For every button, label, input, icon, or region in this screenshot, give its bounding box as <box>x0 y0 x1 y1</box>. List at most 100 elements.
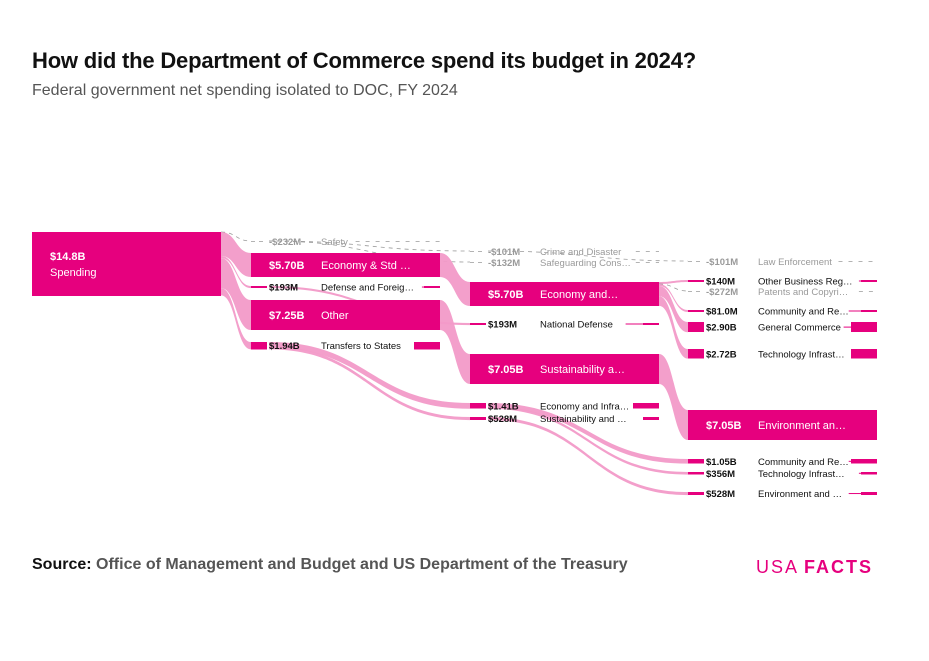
node-sust2: $7.05B Sustainability a… <box>470 354 659 384</box>
node-crime2: -$101M Crime and Disaster <box>470 247 659 258</box>
node-envan3: $7.05B Environment an… <box>688 410 877 440</box>
node-value-sust2: $7.05B <box>488 364 524 376</box>
node-community3b: $1.05B Community and Re… <box>688 457 877 468</box>
node-bar-end-community3 <box>861 310 877 312</box>
node-safeg2: -$132M Safeguarding Cons… <box>470 258 659 269</box>
node-bar-end-natdef2 <box>643 323 659 326</box>
node-bar-community3 <box>688 310 704 312</box>
node-label-sust2: Sustainability a… <box>540 364 625 376</box>
node-value-sustand2: $528M <box>488 414 517 425</box>
node-label-econ1: Economy & Std … <box>321 260 411 272</box>
node-defense1: $193M Defense and Foreig… <box>251 283 440 294</box>
node-value-other1: $7.25B <box>269 310 305 322</box>
node-value-spending: $14.8B <box>50 251 86 263</box>
logo-light-text: USA <box>756 557 799 577</box>
node-lawenf3: -$101M Law Enforcement <box>688 257 877 268</box>
usafacts-logo-mark: USA FACTS <box>756 557 873 577</box>
node-bar-end-envand3 <box>861 492 877 496</box>
node-value-community3: $81.0M <box>706 307 738 318</box>
node-value-defense1: $193M <box>269 283 298 294</box>
node-otherbiz3: $140M Other Business Reg… <box>688 277 877 288</box>
node-econinfra2: $1.41B Economy and Infra… <box>470 401 659 412</box>
node-value-safety: -$232M <box>269 237 301 248</box>
node-bar-sust2 <box>470 354 659 384</box>
node-econ2: $5.70B Economy and… <box>470 282 659 306</box>
flow-link-transfers1 <box>221 288 251 350</box>
flow-link-otherbiz3 <box>659 280 688 284</box>
node-bar-end-sustand2 <box>643 417 659 421</box>
flow-link-lawenf3 <box>487 250 689 262</box>
node-bar-envand3 <box>688 492 704 496</box>
node-bar-end-gencomm3 <box>851 322 877 333</box>
flow-link-sust2 <box>440 300 470 384</box>
node-bar-natdef2 <box>470 323 486 326</box>
node-safety: -$232M Safety <box>251 237 440 248</box>
node-techinfra3b: $356M Technology Infrast… <box>688 469 877 480</box>
node-bar-end-defense1 <box>424 286 440 289</box>
node-bar-econ1 <box>251 253 440 277</box>
node-bar-techinfra3b <box>688 472 704 475</box>
node-bar-defense1 <box>251 286 267 289</box>
node-label-safety: Safety <box>321 237 348 248</box>
node-value-envan3: $7.05B <box>706 420 742 432</box>
node-label-econinfra2: Economy and Infra… <box>540 401 629 412</box>
flow-link-gencomm3 <box>659 286 688 333</box>
node-label-spending: Spending <box>50 267 97 279</box>
node-label-patents3: Patents and Copyri… <box>758 287 848 298</box>
node-label-techinfra3: Technology Infrast… <box>758 349 845 360</box>
node-value-econ1: $5.70B <box>269 260 305 272</box>
flow-link-other1 <box>221 258 251 330</box>
node-label-lawenf3: Law Enforcement <box>758 257 832 268</box>
node-label-defense1: Defense and Foreig… <box>321 283 414 294</box>
node-bar-otherbiz3 <box>688 280 704 282</box>
node-label-otherbiz3: Other Business Reg… <box>758 277 853 288</box>
node-value-envand3: $528M <box>706 489 735 500</box>
node-bar-sustand2 <box>470 417 486 421</box>
sankey-nodes: $14.8B Spending -$232M Safety $5.70B Economy … <box>32 232 877 500</box>
node-bar-end-transfers1 <box>414 342 440 350</box>
node-bar-other1 <box>251 300 440 330</box>
source-label: Source: <box>32 556 92 573</box>
flow-link-techinfra3 <box>659 296 688 359</box>
chart-subtitle: Federal government net spending isolated… <box>32 82 458 99</box>
node-label-community3b: Community and Re… <box>758 457 849 468</box>
node-label-sustand2: Sustainability and … <box>540 414 627 425</box>
flow-link-envand3 <box>488 417 688 496</box>
flow-link-crime2 <box>268 240 471 252</box>
node-bar-end-community3b <box>851 459 877 464</box>
node-bar-transfers1 <box>251 342 267 350</box>
node-label-safeg2: Safeguarding Cons… <box>540 258 631 269</box>
node-value-safeg2: -$132M <box>488 258 520 269</box>
node-bar-end-techinfra3b <box>861 472 877 475</box>
node-value-gencomm3: $2.90B <box>706 323 737 334</box>
node-value-otherbiz3: $140M <box>706 277 735 288</box>
node-techinfra3: $2.72B Technology Infrast… <box>688 349 877 360</box>
flow-link-safety <box>220 231 252 242</box>
chart-title: How did the Department of Commerce spend… <box>32 48 696 73</box>
node-label-community3: Community and Re… <box>758 307 849 318</box>
node-value-techinfra3: $2.72B <box>706 349 737 360</box>
source-text: Office of Management and Budget and US D… <box>96 556 628 573</box>
node-envand3: $528M Environment and … <box>688 489 877 500</box>
node-label-envand3: Environment and … <box>758 489 842 500</box>
node-label-gencomm3: General Commerce <box>758 323 841 334</box>
flow-link-community3 <box>659 284 688 312</box>
node-sustand2: $528M Sustainability and … <box>470 414 659 425</box>
node-bar-techinfra3 <box>688 349 704 359</box>
flow-link-defense1 <box>221 256 251 289</box>
node-label-techinfra3b: Technology Infrast… <box>758 469 845 480</box>
node-value-community3b: $1.05B <box>706 457 737 468</box>
node-value-natdef2: $193M <box>488 320 517 331</box>
source-note: Source: Office of Management and Budget … <box>32 556 628 574</box>
usafacts-logo: USA FACTS <box>756 557 878 582</box>
flow-link-econinfra2 <box>269 342 470 409</box>
logo-bold-text: FACTS <box>804 557 873 577</box>
flow-link-sustand2 <box>269 346 470 421</box>
node-value-techinfra3b: $356M <box>706 469 735 480</box>
flow-link-techinfra3b <box>488 406 688 475</box>
node-community3: $81.0M Community and Re… <box>688 307 877 318</box>
node-value-econinfra2: $1.41B <box>488 401 519 412</box>
node-transfers1: $1.94B Transfers to States <box>251 341 440 352</box>
node-label-natdef2: National Defense <box>540 320 613 331</box>
flow-link-envan3 <box>659 354 688 440</box>
